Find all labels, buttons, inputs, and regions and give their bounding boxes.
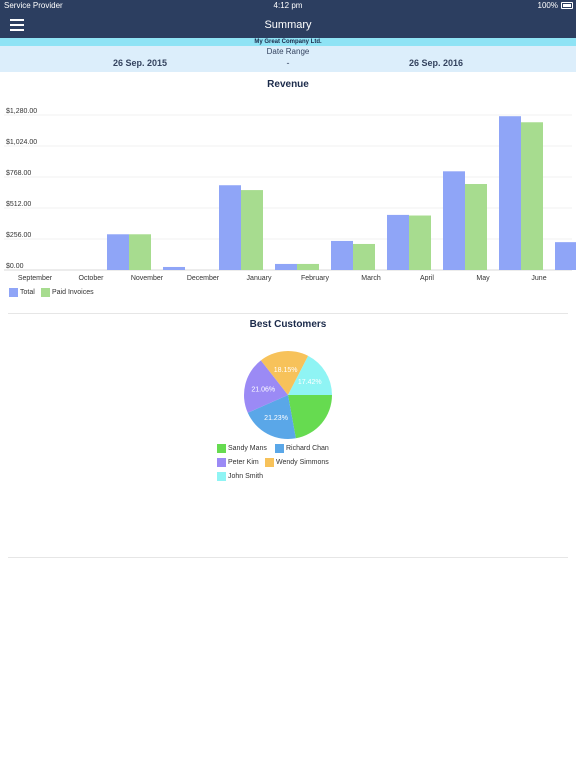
x-tick-label: January xyxy=(247,275,272,282)
x-tick-label: September xyxy=(18,275,53,282)
x-tick-label: February xyxy=(301,275,330,282)
legend-swatch xyxy=(217,472,226,481)
hamburger-menu-icon[interactable] xyxy=(10,17,24,33)
y-tick-label: $1,024.00 xyxy=(6,139,37,146)
bar-paid-invoices[interactable] xyxy=(241,190,263,270)
pie-slice[interactable] xyxy=(288,355,332,395)
battery-percentage: 100% xyxy=(537,1,558,10)
bar-total[interactable] xyxy=(443,171,465,270)
bar-total[interactable] xyxy=(555,242,576,270)
clock-label: 4:12 pm xyxy=(273,1,303,10)
pie-slice-label: 21.23% xyxy=(264,415,288,422)
legend-swatch xyxy=(9,288,18,297)
legend-swatch xyxy=(265,458,274,467)
customers-legend: Sandy Mans Richard Chan Peter Kim Wendy Sim… xyxy=(217,444,377,484)
y-tick-label: $0.00 xyxy=(6,263,24,270)
x-tick-label: June xyxy=(531,275,546,282)
legend-label: Wendy Simmons xyxy=(276,459,329,466)
legend-label: Paid Invoices xyxy=(52,289,94,296)
company-name: My Great Company Ltd. xyxy=(0,38,576,46)
start-date-button[interactable]: 26 Sep. 2015 xyxy=(112,58,168,68)
legend-label: John Smith xyxy=(228,473,264,480)
bar-total[interactable] xyxy=(499,116,521,270)
bar-paid-invoices[interactable] xyxy=(353,243,375,270)
bar-paid-invoices[interactable] xyxy=(409,215,431,270)
x-tick-label: April xyxy=(420,275,434,282)
y-tick-label: $512.00 xyxy=(6,201,31,208)
legend-label: Richard Chan xyxy=(286,445,329,452)
bar-paid-invoices[interactable] xyxy=(465,184,487,270)
legend-swatch xyxy=(217,458,226,467)
pie-slice-label: 21.06% xyxy=(251,386,275,393)
customers-title: Best Customers xyxy=(249,319,327,330)
bar-total[interactable] xyxy=(275,263,297,270)
carrier-label: Service Provider xyxy=(4,1,63,10)
revenue-title: Revenue xyxy=(267,79,309,90)
best-customers-pie-chart: 21.23% 21.06% 18.15%17.42% xyxy=(243,351,332,439)
pie-slice-label: 18.15% xyxy=(274,367,298,374)
legend-swatch xyxy=(41,288,50,297)
date-range-panel: Date Range 26 Sep. 2015 - 26 Sep. 2016 xyxy=(0,46,576,72)
section-divider xyxy=(8,313,568,314)
y-tick-label: $768.00 xyxy=(6,170,31,177)
bottom-divider xyxy=(8,557,568,558)
bar-paid-invoices[interactable] xyxy=(297,263,319,270)
legend-label: Sandy Mans xyxy=(228,445,267,452)
bar-total[interactable] xyxy=(163,266,185,270)
revenue-legend: Total Paid Invoices xyxy=(9,288,209,298)
x-tick-label: May xyxy=(476,275,490,282)
y-tick-label: $1,280.00 xyxy=(6,108,37,115)
bar-total[interactable] xyxy=(387,214,409,270)
bar-paid-invoices[interactable] xyxy=(129,234,151,270)
status-bar: Service Provider 4:12 pm 100% xyxy=(0,0,576,12)
revenue-bar-chart: $0.00 $256.00 $512.00 $768.00 $1,024.00 $1,28… xyxy=(4,108,576,282)
x-tick-label: March xyxy=(361,275,381,282)
date-range-separator: - xyxy=(286,58,290,68)
x-tick-label: October xyxy=(79,275,105,282)
y-tick-label: $256.00 xyxy=(6,232,31,239)
x-tick-label: November xyxy=(131,275,164,282)
legend-swatch xyxy=(275,444,284,453)
pie-slice[interactable] xyxy=(260,351,309,395)
legend-label: Total xyxy=(20,289,35,296)
legend-swatch xyxy=(217,444,226,453)
bar-total[interactable] xyxy=(219,185,241,270)
legend-label: Peter Kim xyxy=(228,459,259,466)
bar-paid-invoices[interactable] xyxy=(521,122,543,270)
page-title: Summary xyxy=(264,19,312,31)
date-range-label: Date Range xyxy=(266,47,310,56)
pie-slice[interactable] xyxy=(243,360,288,413)
end-date-button[interactable]: 26 Sep. 2016 xyxy=(408,58,464,68)
pie-slice[interactable] xyxy=(288,395,332,439)
battery-icon xyxy=(561,2,573,9)
pie-slice-label: 17.42% xyxy=(298,379,322,386)
bar-total[interactable] xyxy=(107,234,129,270)
x-tick-label: December xyxy=(187,275,220,282)
bar-total[interactable] xyxy=(331,240,353,270)
navigation-bar: Summary xyxy=(0,12,576,38)
pie-slice[interactable] xyxy=(247,395,296,439)
